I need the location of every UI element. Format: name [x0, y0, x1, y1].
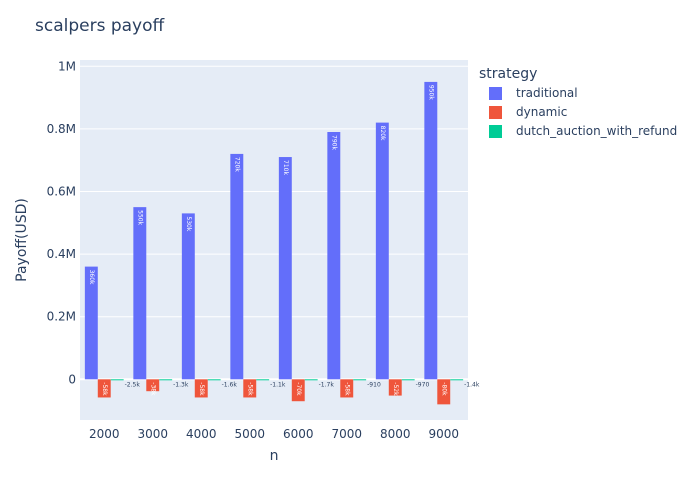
- bar-data-label: -58k: [101, 382, 108, 396]
- y-tick-label: 1M: [58, 59, 76, 73]
- bar-data-label: -38k: [149, 382, 156, 396]
- y-axis-ticks: 0 0.2M 0.4M 0.6M 0.8M 1M: [47, 59, 76, 386]
- chart-title: scalpers payoff: [35, 16, 166, 36]
- bar-data-label: -80k: [440, 382, 447, 396]
- bar-data-label: 820k: [379, 126, 386, 141]
- x-tick-label: 4000: [186, 427, 217, 441]
- bar[interactable]: [133, 207, 147, 380]
- y-axis-title: Payoff(USD): [14, 198, 30, 282]
- y-tick-label: 0.8M: [47, 122, 76, 136]
- bar[interactable]: [278, 157, 292, 380]
- legend-item-label[interactable]: traditional: [516, 86, 578, 100]
- bar[interactable]: [207, 379, 221, 381]
- bar-data-label: -1.7k: [319, 381, 335, 388]
- bar-data-label: -1.6k: [222, 381, 238, 388]
- bar-data-label: -1.1k: [270, 381, 286, 388]
- legend-swatch[interactable]: [489, 106, 502, 119]
- bar[interactable]: [353, 379, 367, 381]
- bar[interactable]: [304, 379, 318, 381]
- bar-data-label: 790k: [330, 135, 337, 150]
- bar-data-label: 530k: [185, 216, 192, 231]
- legend-swatch[interactable]: [489, 87, 502, 100]
- bar[interactable]: [110, 379, 124, 381]
- bar-data-label: 550k: [136, 210, 143, 225]
- bar[interactable]: [97, 379, 111, 398]
- bar-data-label: -52k: [392, 382, 399, 396]
- bar[interactable]: [230, 153, 244, 380]
- bar-data-label: 360k: [88, 270, 95, 285]
- bar[interactable]: [340, 379, 354, 398]
- x-tick-label: 6000: [283, 427, 314, 441]
- bar-data-label: -970: [416, 381, 430, 388]
- bar[interactable]: [401, 379, 415, 381]
- bar[interactable]: [424, 81, 438, 380]
- bar-data-label: -1.4k: [464, 381, 480, 388]
- legend-item-label[interactable]: dutch_auction_with_refund: [516, 124, 677, 138]
- x-axis-title: n: [270, 448, 279, 464]
- bar-data-label: -2.5k: [125, 381, 141, 388]
- bar[interactable]: [388, 379, 402, 396]
- bar[interactable]: [194, 379, 208, 398]
- bar[interactable]: [159, 379, 173, 381]
- bar-data-label: -1.3k: [173, 381, 189, 388]
- bar-data-label: -910: [367, 381, 381, 388]
- bar[interactable]: [146, 379, 160, 392]
- bar[interactable]: [84, 266, 98, 380]
- bar[interactable]: [375, 122, 389, 380]
- bar-data-label: -58k: [246, 382, 253, 396]
- x-tick-label: 5000: [234, 427, 265, 441]
- bar[interactable]: [291, 379, 305, 402]
- bar[interactable]: [181, 213, 195, 380]
- bars-group: 360k -58k -2.5k 550k -38k -1.3k 530k -58k -1.6k 7…: [84, 81, 480, 405]
- bar[interactable]: [327, 132, 341, 380]
- legend[interactable]: strategy traditional dynamic dutch_auction…: [479, 66, 677, 138]
- x-tick-label: 8000: [380, 427, 411, 441]
- bar[interactable]: [450, 379, 464, 381]
- y-tick-label: 0.4M: [47, 247, 76, 261]
- bar-data-label: 720k: [233, 157, 240, 172]
- legend-swatch[interactable]: [489, 125, 502, 138]
- bar[interactable]: [437, 379, 451, 405]
- y-tick-label: 0: [68, 372, 76, 386]
- y-tick-label: 0.2M: [47, 310, 76, 324]
- bar-data-label: -70k: [295, 382, 302, 396]
- x-tick-label: 3000: [137, 427, 168, 441]
- bar-data-label: -58k: [343, 382, 350, 396]
- y-tick-label: 0.6M: [47, 184, 76, 198]
- bar-data-label: -58k: [198, 382, 205, 396]
- legend-title: strategy: [479, 66, 537, 82]
- legend-item-label[interactable]: dynamic: [516, 105, 567, 119]
- bar[interactable]: [256, 379, 270, 381]
- x-tick-label: 7000: [331, 427, 362, 441]
- bar-data-label: 710k: [282, 160, 289, 175]
- x-tick-label: 2000: [89, 427, 120, 441]
- x-tick-label: 9000: [428, 427, 459, 441]
- bar[interactable]: [243, 379, 257, 398]
- bar-data-label: 950k: [427, 85, 434, 100]
- x-axis-ticks: 2000 3000 4000 5000 6000 7000 8000 9000: [89, 427, 459, 441]
